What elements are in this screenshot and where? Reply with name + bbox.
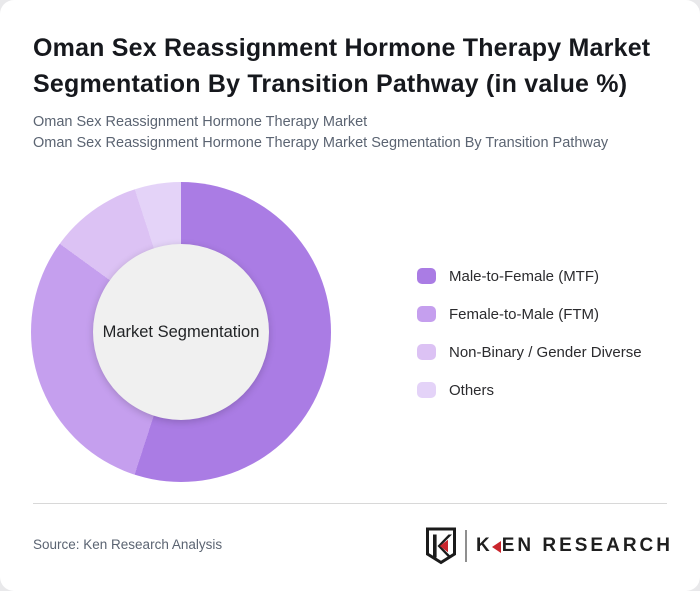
donut-chart-area: Market Segmentation <box>31 182 331 482</box>
page-title-line-1: Oman Sex Reassignment Hormone Therapy Ma… <box>33 34 651 62</box>
page-title-line-2: Segmentation By Transition Pathway (in v… <box>33 70 628 98</box>
source-text: Source: Ken Research Analysis <box>33 537 223 552</box>
brand-red-triangle-icon <box>491 540 501 553</box>
subtitle-line-2: Oman Sex Reassignment Hormone Therapy Ma… <box>33 135 609 151</box>
logo-brand-text: K EN RESEARCH <box>476 535 673 557</box>
legend-swatch <box>417 344 436 360</box>
legend-swatch <box>417 306 436 322</box>
legend-swatch <box>417 382 436 398</box>
legend: Male-to-Female (MTF) Female-to-Male (FTM)… <box>417 268 642 420</box>
legend-item-4: Others <box>417 381 642 399</box>
legend-swatch <box>417 268 436 284</box>
donut-hole: Market Segmentation <box>93 244 269 420</box>
chart-subtitle: Oman Sex Reassignment Hormone Therapy Ma… <box>33 112 683 154</box>
legend-label: Female-to-Male (FTM) <box>449 305 600 323</box>
legend-label: Male-to-Female (MTF) <box>449 267 600 285</box>
subtitle-line-1: Oman Sex Reassignment Hormone Therapy Ma… <box>33 114 368 130</box>
legend-item-3: Non-Binary / Gender Diverse <box>417 343 642 361</box>
logo-separator <box>464 530 467 562</box>
brand-k: K <box>475 535 493 556</box>
legend-label: Others <box>449 381 495 399</box>
footer-divider <box>33 503 667 504</box>
legend-item-2: Female-to-Male (FTM) <box>417 305 642 323</box>
logo-shield-icon <box>425 527 456 565</box>
donut-center-label: Market Segmentation <box>102 322 260 341</box>
legend-label: Non-Binary / Gender Diverse <box>449 343 642 361</box>
logo-shield-triangle <box>439 539 448 553</box>
ken-research-logo: K EN RESEARCH <box>425 527 673 565</box>
brand-rest: EN RESEARCH <box>501 535 673 556</box>
page-title: Oman Sex Reassignment Hormone Therapy Ma… <box>33 30 673 102</box>
legend-item-1: Male-to-Female (MTF) <box>417 267 642 285</box>
